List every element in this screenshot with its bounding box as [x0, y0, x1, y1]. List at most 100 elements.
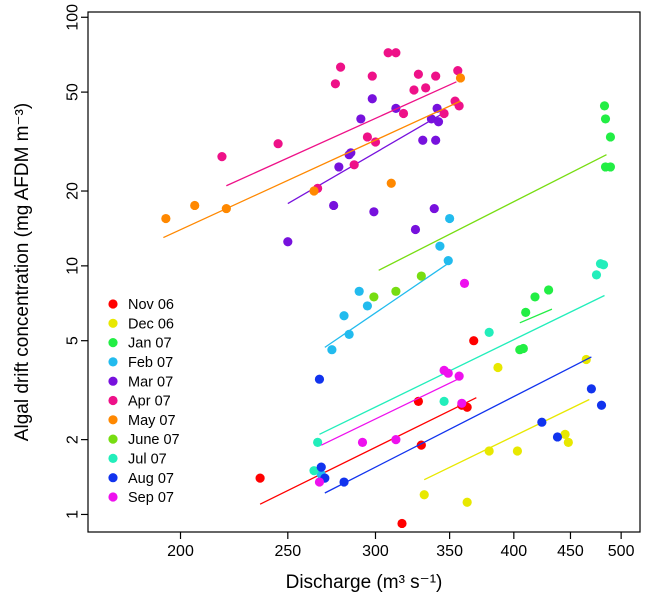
data-point-jan-07 — [605, 132, 616, 142]
data-point-apr-07 — [362, 132, 373, 142]
data-point-may-07 — [190, 200, 200, 211]
plot-frame — [87, 11, 641, 533]
data-point-apr-07 — [349, 160, 359, 170]
data-point-apr-07 — [439, 108, 449, 119]
series-feb-07 — [316, 213, 455, 479]
y-tick-label: 1 — [65, 510, 82, 519]
legend-marker-aug-07 — [108, 473, 118, 483]
data-point-june-07 — [391, 286, 401, 296]
fit-line-sep-07 — [320, 378, 459, 446]
data-point-mar-07 — [367, 94, 377, 104]
x-tick-label: 250 — [274, 543, 301, 560]
data-point-mar-07 — [283, 237, 293, 247]
legend-marker-jul-07 — [108, 453, 118, 463]
data-point-sep-07 — [314, 477, 325, 487]
x-axis-title: Discharge (m³ s⁻¹) — [286, 572, 443, 593]
data-point-aug-07 — [586, 384, 596, 394]
data-point-aug-07 — [596, 400, 607, 410]
data-point-apr-07 — [330, 79, 340, 89]
axes-layer: 200 250 300 350 400 450 500 1 2 5 10 20 50 100 — [65, 4, 635, 560]
legend-label-nov-06: Nov 06 — [128, 297, 174, 313]
data-point-may-07 — [161, 213, 171, 224]
data-point-may-07 — [386, 178, 396, 188]
x-tick-label: 500 — [608, 543, 635, 560]
data-point-jan-07 — [599, 101, 610, 111]
data-point-sep-07 — [454, 371, 464, 381]
data-point-feb-07 — [362, 301, 373, 311]
y-tick-label: 20 — [65, 182, 82, 200]
x-tick-label: 450 — [557, 543, 584, 560]
series-jul-07 — [309, 259, 609, 476]
data-point-apr-07 — [409, 85, 419, 95]
data-point-mar-07 — [433, 117, 444, 127]
data-point-dec-06 — [493, 362, 503, 373]
x-tick-label: 350 — [436, 543, 463, 560]
data-point-mar-07 — [369, 207, 379, 217]
data-point-dec-06 — [419, 490, 429, 500]
data-point-mar-07 — [418, 135, 428, 145]
legend: Nov 06 Dec 06 Jan 07 Feb 07 Mar 07 Apr 07 May … — [108, 297, 180, 506]
data-point-apr-07 — [335, 62, 346, 72]
data-point-jul-07 — [439, 396, 449, 406]
fit-line-apr-07 — [226, 81, 457, 187]
data-point-feb-07 — [354, 286, 364, 296]
data-point-nov-06 — [255, 473, 265, 483]
fit-line-june-07 — [378, 154, 607, 271]
legend-label-dec-06: Dec 06 — [128, 316, 174, 332]
data-point-dec-06 — [484, 446, 494, 456]
data-point-mar-07 — [431, 135, 441, 145]
legend-marker-june-07 — [108, 434, 118, 444]
series-jan-07 — [515, 101, 616, 355]
data-point-mar-07 — [356, 114, 366, 124]
data-point-dec-06 — [462, 497, 472, 507]
legend-marker-sep-07 — [108, 492, 118, 502]
series-apr-07 — [217, 48, 464, 193]
legend-label-jan-07: Jan 07 — [128, 336, 172, 352]
data-point-apr-07 — [398, 108, 409, 119]
data-point-jan-07 — [518, 343, 528, 354]
data-point-aug-07 — [339, 477, 349, 487]
data-point-apr-07 — [217, 152, 227, 162]
data-point-apr-07 — [454, 101, 464, 111]
y-tick-label: 100 — [65, 4, 82, 31]
data-point-june-07 — [369, 292, 379, 302]
x-tick-label: 200 — [167, 543, 194, 560]
fit-line-may-07 — [163, 100, 461, 239]
data-point-jul-07 — [598, 260, 609, 270]
series-nov-06 — [255, 336, 479, 529]
data-point-jan-07 — [600, 114, 611, 124]
data-point-nov-06 — [397, 518, 407, 529]
data-point-apr-07 — [413, 69, 424, 79]
series-aug-07 — [314, 356, 607, 494]
y-tick-label: 10 — [65, 257, 82, 275]
legend-marker-mar-07 — [108, 376, 118, 386]
data-point-apr-07 — [391, 48, 401, 58]
data-point-feb-07 — [344, 329, 354, 340]
data-point-sep-07 — [357, 437, 368, 447]
data-point-mar-07 — [426, 114, 437, 124]
fit-line-dec-06 — [423, 398, 590, 481]
data-point-nov-06 — [469, 336, 479, 346]
data-point-feb-07 — [443, 255, 453, 266]
legend-label-apr-07: Apr 07 — [128, 394, 171, 410]
data-point-dec-06 — [512, 446, 523, 456]
data-point-aug-07 — [537, 417, 547, 427]
data-point-jan-07 — [544, 285, 554, 295]
data-point-may-07 — [309, 186, 319, 196]
data-point-jan-07 — [605, 162, 616, 172]
data-point-apr-07 — [367, 71, 377, 81]
series-may-07 — [161, 73, 466, 239]
data-point-apr-07 — [431, 71, 441, 81]
data-point-feb-07 — [445, 213, 455, 224]
legend-marker-apr-07 — [108, 395, 118, 406]
data-point-jul-07 — [484, 327, 494, 337]
legend-marker-feb-07 — [108, 357, 118, 367]
y-tick-label: 50 — [65, 83, 82, 101]
data-point-sep-07 — [443, 368, 453, 378]
x-tick-label: 400 — [500, 543, 527, 560]
legend-label-jul-07: Jul 07 — [128, 451, 167, 467]
series-sep-07 — [314, 278, 470, 487]
fit-line-aug-07 — [324, 356, 592, 494]
x-tick-label: 300 — [362, 543, 389, 560]
